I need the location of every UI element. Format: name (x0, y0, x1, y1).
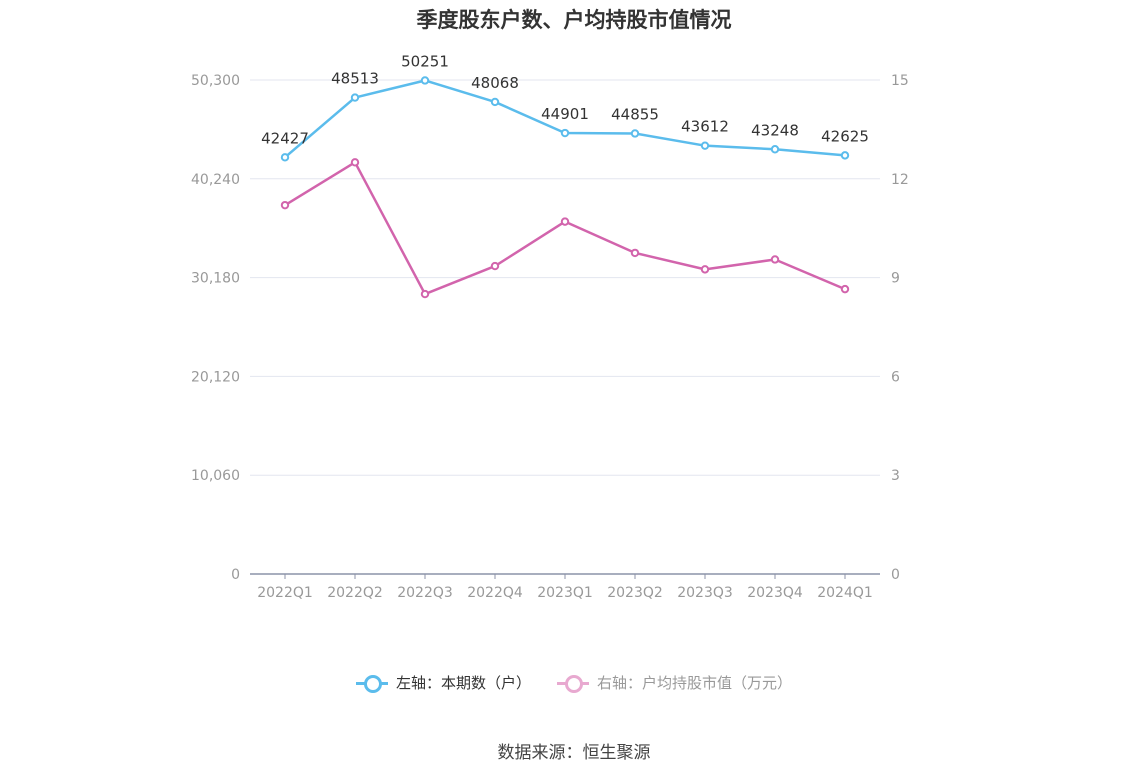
y-left-tick-label: 10,060 (191, 468, 240, 484)
x-tick-label: 2023Q3 (677, 585, 733, 601)
data-point-households (560, 128, 570, 138)
legend-item-households[interactable]: 左轴：本期数（户） (355, 672, 531, 693)
data-point-market-value (700, 265, 710, 274)
y-right-tick-label: 6 (891, 369, 900, 385)
data-point-market-value (490, 261, 500, 271)
y-right-tick-label: 12 (891, 172, 909, 188)
data-label-households: 43612 (681, 118, 729, 136)
data-point-households (770, 145, 780, 154)
x-tick-label: 2023Q1 (537, 585, 593, 601)
legend-item-market-value[interactable]: 右轴：户均持股市值（万元） (557, 672, 792, 693)
y-left-tick-label: 50,300 (191, 73, 240, 89)
x-tick-label: 2022Q1 (257, 585, 313, 601)
data-label-households: 48513 (331, 70, 379, 88)
data-point-households (700, 141, 710, 150)
data-label-households: 44901 (541, 105, 589, 123)
y-left-tick-label: 0 (231, 567, 240, 583)
data-point-households (420, 76, 430, 85)
legend-marker-households (355, 674, 388, 693)
y-right-tick-label: 0 (891, 567, 900, 583)
data-label-households: 42427 (261, 129, 309, 147)
data-point-households (280, 153, 290, 162)
y-left-tick-label: 40,240 (191, 172, 240, 188)
y-left-tick-label: 20,120 (191, 369, 240, 385)
data-point-market-value (280, 200, 290, 210)
x-tick-label: 2022Q4 (467, 585, 523, 601)
data-source: 数据来源：恒生聚源 (497, 743, 651, 763)
data-label-households: 44855 (611, 105, 659, 123)
legend-marker-market-value (557, 674, 589, 693)
data-point-market-value (840, 284, 850, 294)
data-label-households: 48068 (471, 74, 519, 92)
series-line-market-value (284, 161, 846, 296)
legend-label-households: 左轴：本期数（户） (395, 674, 531, 692)
y-left-tick-label: 30,180 (191, 271, 240, 287)
data-point-households (840, 151, 850, 160)
data-point-market-value (350, 158, 360, 167)
x-tick-label: 2024Q1 (817, 585, 873, 601)
data-label-households: 50251 (401, 52, 449, 70)
x-tick-label: 2022Q2 (327, 585, 383, 601)
legend: 左轴：本期数（户） 右轴：户均持股市值（万元） (0, 672, 1148, 693)
legend-dot-market-value (565, 674, 583, 693)
legend-label-market-value: 右轴：户均持股市值（万元） (597, 674, 793, 692)
x-tick-label: 2023Q2 (607, 585, 663, 601)
legend-dot-households (363, 674, 382, 693)
data-point-market-value (560, 217, 570, 226)
x-tick-label: 2023Q4 (747, 585, 803, 601)
data-point-market-value (420, 289, 430, 299)
y-right-tick-label: 9 (891, 271, 900, 287)
data-point-households (350, 93, 360, 102)
data-label-households: 43248 (751, 121, 799, 139)
y-right-tick-label: 3 (891, 468, 900, 484)
chart-title: 季度股东户数、户均持股市值情况 (416, 8, 732, 32)
data-label-households: 42625 (821, 127, 869, 145)
data-point-households (490, 97, 500, 107)
data-point-market-value (630, 248, 640, 258)
data-point-households (630, 129, 640, 138)
data-point-market-value (770, 255, 780, 264)
y-right-tick-label: 15 (891, 73, 909, 89)
x-tick-label: 2022Q3 (397, 585, 453, 601)
